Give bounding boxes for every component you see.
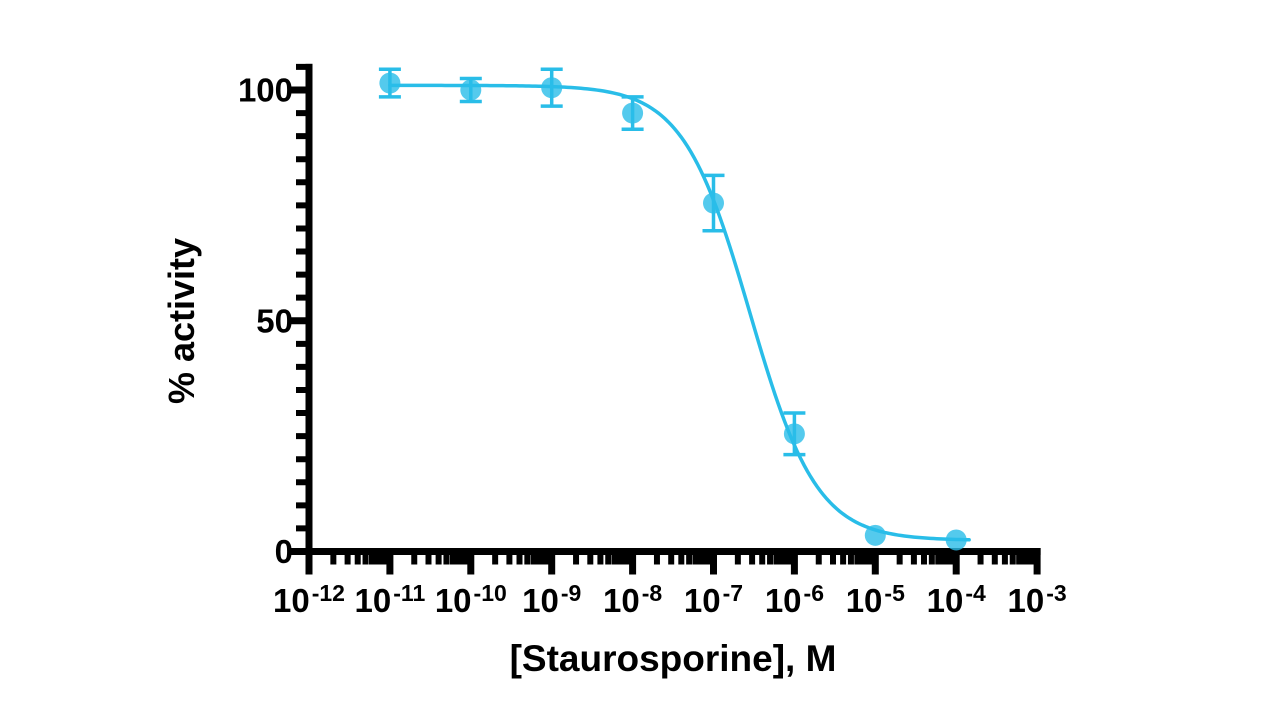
data-point-marker xyxy=(703,192,724,214)
x-tick-label: 10-5 xyxy=(846,580,905,619)
x-axis-title: [Staurosporine], M xyxy=(509,638,837,679)
x-axis-ticks: 10-12 10-11 10-10 10-9 10-8 10-7 10-6 10-5 10-4 1… xyxy=(273,548,1067,619)
data-point-marker xyxy=(622,102,644,124)
axes xyxy=(305,63,1041,555)
x-tick-label: 10-3 xyxy=(1008,580,1067,619)
data-point-marker xyxy=(783,423,805,445)
data-point-marker xyxy=(864,524,886,546)
x-tick-label: 10-4 xyxy=(927,580,986,619)
data-points xyxy=(379,72,967,551)
x-tick-label: 10-7 xyxy=(684,580,743,619)
error-bars xyxy=(378,67,806,457)
data-point-marker xyxy=(379,72,401,94)
x-tick-label: 10-8 xyxy=(603,580,662,619)
x-tick-label: 10-12 xyxy=(273,580,345,619)
y-tick-label: 50 xyxy=(256,302,293,339)
x-tick-label: 10-10 xyxy=(435,580,507,619)
y-axis-ticks: 0 50 100 xyxy=(238,63,313,570)
data-point-marker xyxy=(945,529,967,551)
data-point-marker xyxy=(541,77,563,99)
y-tick-label: 100 xyxy=(238,72,293,109)
fit-curve xyxy=(388,83,971,542)
y-axis-title: % activity xyxy=(161,237,202,405)
data-point-marker xyxy=(460,79,482,101)
x-tick-label: 10-6 xyxy=(765,580,824,619)
x-tick-label: 10-11 xyxy=(355,580,426,619)
y-tick-label: 0 xyxy=(275,533,293,570)
x-tick-label: 10-9 xyxy=(522,580,581,619)
